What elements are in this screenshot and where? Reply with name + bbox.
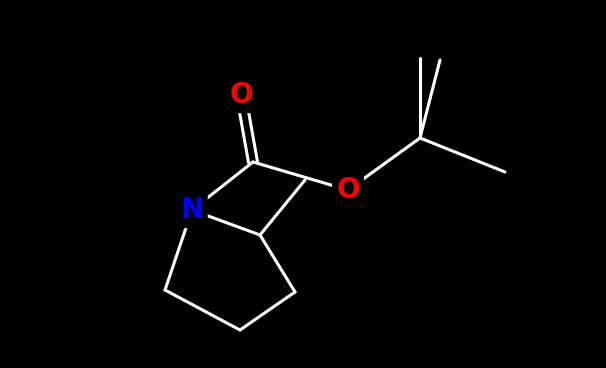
Text: O: O (229, 81, 253, 109)
Text: O: O (336, 176, 360, 204)
Text: N: N (181, 196, 204, 224)
